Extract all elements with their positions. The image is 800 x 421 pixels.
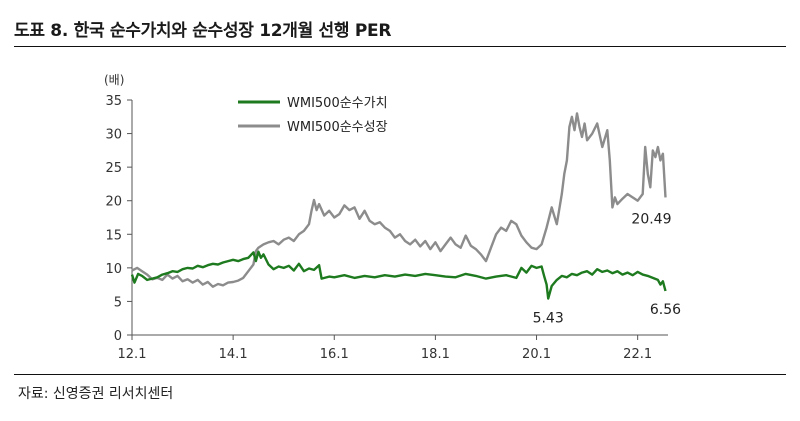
- y-tick-label: 15: [105, 228, 122, 243]
- data-label: 5.43: [533, 311, 564, 327]
- series-line-value: [130, 250, 667, 300]
- data-label: 6.56: [650, 302, 681, 318]
- y-tick-label: 20: [105, 195, 122, 210]
- x-tick-label: 18.1: [421, 347, 450, 362]
- top-divider: [14, 46, 786, 47]
- y-axis: 0 5 10 15 20 25 30 35: [105, 94, 133, 344]
- x-tick-label: 22.1: [623, 347, 652, 362]
- x-tick-label: 12.1: [118, 347, 147, 362]
- y-tick-label: 30: [105, 128, 122, 143]
- legend: WMI500순수가치 WMI500순수성장: [238, 96, 388, 135]
- x-tick-label: 20.1: [522, 347, 551, 362]
- series-layer: [130, 112, 667, 300]
- legend-label-growth: WMI500순수성장: [287, 120, 388, 135]
- series-line-growth: [131, 112, 667, 288]
- chart-title: 도표 8. 한국 순수가치와 순수성장 12개월 선행 PER: [14, 21, 392, 41]
- y-tick-label: 35: [105, 94, 122, 109]
- source-note: 자료: 신영증권 리서치센터: [18, 386, 174, 402]
- annotations: 5.43 6.56 20.49: [533, 211, 682, 326]
- bottom-divider: [14, 374, 786, 375]
- x-axis: 12.1 14.1 16.1 18.1 20.1 22.1: [118, 334, 668, 362]
- y-tick-label: 25: [105, 161, 122, 176]
- data-label: 20.49: [631, 211, 671, 227]
- x-tick-label: 16.1: [320, 347, 349, 362]
- y-tick-label: 5: [114, 295, 122, 310]
- legend-label-value: WMI500순수가치: [287, 96, 388, 111]
- y-axis-unit-label: (배): [104, 73, 124, 87]
- y-tick-label: 10: [105, 262, 122, 277]
- x-tick-label: 14.1: [219, 347, 248, 362]
- y-tick-label: 0: [114, 329, 122, 344]
